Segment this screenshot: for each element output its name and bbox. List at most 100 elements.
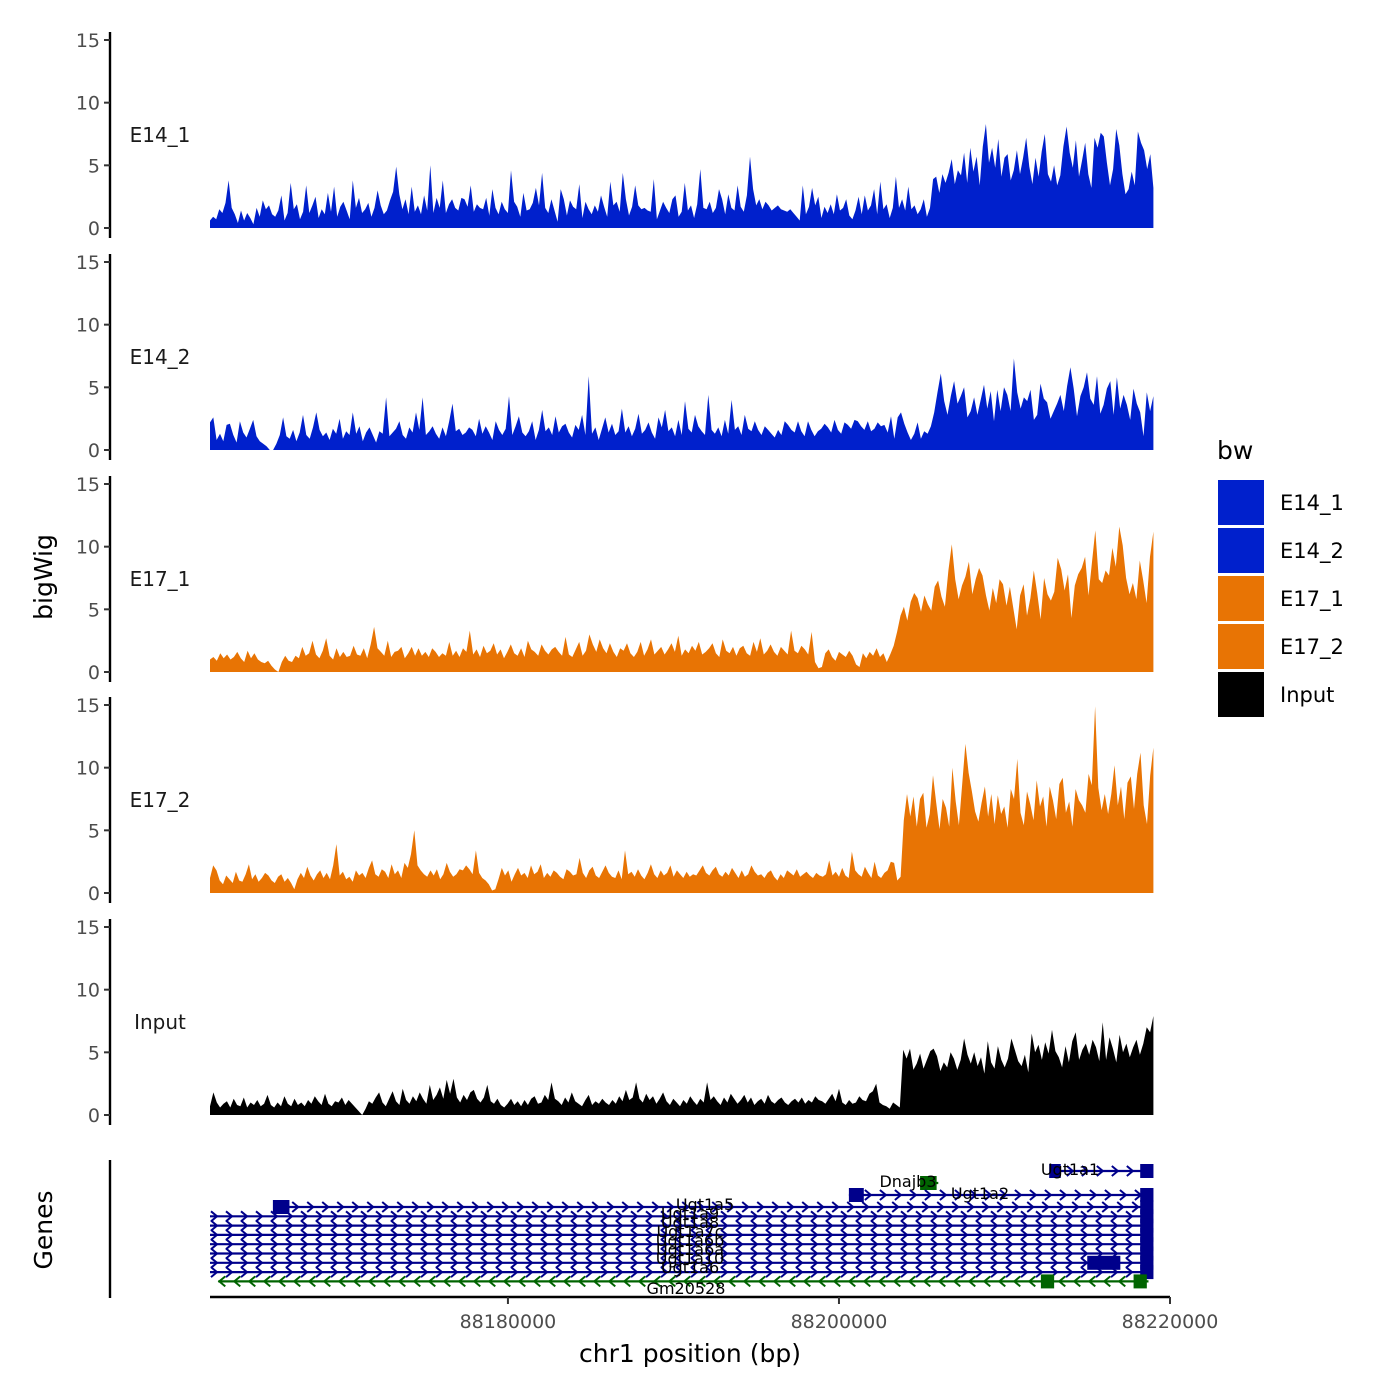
strand-chevrons [210, 1210, 1149, 1223]
gene-gm20528: Gm20528 [217, 1274, 1149, 1298]
coverage-area-e17_1 [210, 526, 1154, 672]
track-label: E17_2 [130, 788, 191, 812]
gene-ugt1a9: Ugt1a9 [210, 1204, 1154, 1224]
track-e17_1: 0 5 10 15 E17_1 [76, 474, 1154, 684]
coverage-area-e14_1 [210, 124, 1154, 228]
gene-label: Ugt1a5 [676, 1195, 734, 1214]
y-tick-label: 15 [76, 917, 100, 939]
gene-label: Ugt1a9 [661, 1204, 719, 1223]
legend-key [1218, 528, 1264, 573]
strand-chevrons [210, 1247, 1149, 1260]
legend-label: E14_1 [1280, 491, 1344, 516]
y-tick-label: 10 [76, 537, 100, 559]
legend-key [1218, 672, 1264, 717]
legend-key [1218, 480, 1264, 525]
strand-chevrons [210, 1238, 1149, 1250]
y-tick-label: 15 [76, 252, 100, 274]
gene-dnajb3: Dnajb3 [879, 1172, 939, 1191]
x-tick-label: 88180000 [460, 1311, 557, 1333]
y-tick-label: 15 [76, 30, 100, 52]
y-tick-label: 5 [88, 377, 100, 399]
legend-item-e14_1: E14_1 [1218, 480, 1344, 525]
gene-label: Ugt1a6a [656, 1240, 724, 1259]
coverage-area-e17_2 [210, 706, 1154, 893]
gene-label: Ugt1a1 [1041, 1160, 1099, 1179]
y-tick-label: 0 [88, 883, 100, 905]
y-tick-label: 0 [88, 218, 100, 240]
x-tick-label: 88200000 [791, 1311, 888, 1333]
y-tick-label: 10 [76, 93, 100, 115]
legend-label: E14_2 [1280, 539, 1344, 564]
exon [1049, 1164, 1061, 1178]
gene-ugt1a5: Ugt1a5 [272, 1195, 1154, 1214]
track-e14_2: 0 5 10 15 E14_2 [76, 252, 1154, 462]
exon [1133, 1274, 1147, 1289]
y-tick-label: 0 [88, 440, 100, 462]
y-tick-label: 0 [88, 662, 100, 684]
y-axis-title: bigWig [29, 534, 58, 620]
gene-label: Ugt1a6b [656, 1231, 724, 1250]
gene-label: Ugt1a2 [951, 1184, 1009, 1203]
gene-ugt1a6a: Ugt1a6a [210, 1240, 1154, 1261]
exon [1087, 1255, 1121, 1270]
gene-ugt1a1: Ugt1a1 [1041, 1160, 1154, 1179]
legend-item-e14_2: E14_2 [1218, 528, 1344, 573]
genes-axis-title: Genes [29, 1190, 58, 1269]
strand-chevrons [210, 1257, 1149, 1269]
gene-label: Dnajb3 [879, 1172, 936, 1191]
gene-label: Ugt1a8 [661, 1213, 719, 1232]
legend-item-e17_2: E17_2 [1218, 624, 1344, 669]
legend-title: bw [1217, 436, 1253, 465]
x-tick-label: 88220000 [1122, 1311, 1219, 1333]
legend-label: E17_1 [1280, 587, 1344, 612]
exon [272, 1200, 290, 1214]
legend: E14_1 E14_2 E17_1 E17_2 Input [1218, 480, 1344, 717]
exon [1140, 1164, 1154, 1178]
track-e14_1: 0 5 10 15 E14_1 [76, 30, 1154, 240]
y-tick-label: 10 [76, 758, 100, 780]
y-tick-label: 0 [88, 1105, 100, 1127]
gene-ugt1a10: Ugt1a10 [210, 1249, 1154, 1270]
y-tick-label: 5 [88, 155, 100, 177]
x-axis-title: chr1 position (bp) [579, 1339, 801, 1368]
gene-label: Gm20528 [647, 1279, 726, 1298]
legend-item-input: Input [1218, 672, 1334, 717]
gene-ugt1a8: Ugt1a8 [210, 1213, 1154, 1233]
strand-chevrons [210, 1229, 1149, 1241]
y-tick-label: 10 [76, 980, 100, 1002]
gene-label: Ugt1a10 [656, 1249, 724, 1268]
coverage-area-input [210, 1016, 1154, 1115]
gene-ugt1a6: Ugt1a6 [210, 1258, 1154, 1280]
track-label: E14_1 [130, 123, 191, 147]
exon [1040, 1274, 1055, 1289]
strand-chevrons [210, 1219, 1149, 1232]
legend-item-e17_1: E17_1 [1218, 576, 1344, 621]
gene-track: Ugt1a1Dnajb3Ugt1a2Ugt1a5Ugt1a9Ugt1a8Ugt1… [108, 1160, 1154, 1298]
track-label: E17_1 [130, 567, 191, 591]
coverage-area-e14_2 [210, 358, 1154, 450]
legend-label: E17_2 [1280, 635, 1344, 660]
exon [848, 1188, 864, 1202]
gene-ugt1a2: Ugt1a2 [848, 1184, 1154, 1203]
gene-label: Ugt1a7c [656, 1222, 723, 1241]
legend-key [1218, 624, 1264, 669]
track-label: Input [134, 1010, 186, 1034]
y-tick-label: 15 [76, 474, 100, 496]
track-input: 0 5 10 15 Input [76, 917, 1154, 1127]
y-tick-label: 10 [76, 315, 100, 337]
legend-key [1218, 576, 1264, 621]
gene-ugt1a7c: Ugt1a7c [210, 1222, 1154, 1242]
x-axis: 88180000 88200000 88220000 [210, 1295, 1219, 1333]
y-tick-label: 5 [88, 599, 100, 621]
gene-label: Ugt1a6 [661, 1258, 719, 1277]
y-tick-label: 15 [76, 695, 100, 717]
strand-chevrons [210, 1266, 1149, 1278]
track-e17_2: 0 5 10 15 E17_2 [76, 695, 1154, 905]
exon [920, 1176, 937, 1190]
exon [1140, 1188, 1154, 1202]
y-tick-label: 5 [88, 1042, 100, 1064]
y-tick-label: 5 [88, 820, 100, 842]
gene-ugt1a6b: Ugt1a6b [210, 1231, 1154, 1252]
